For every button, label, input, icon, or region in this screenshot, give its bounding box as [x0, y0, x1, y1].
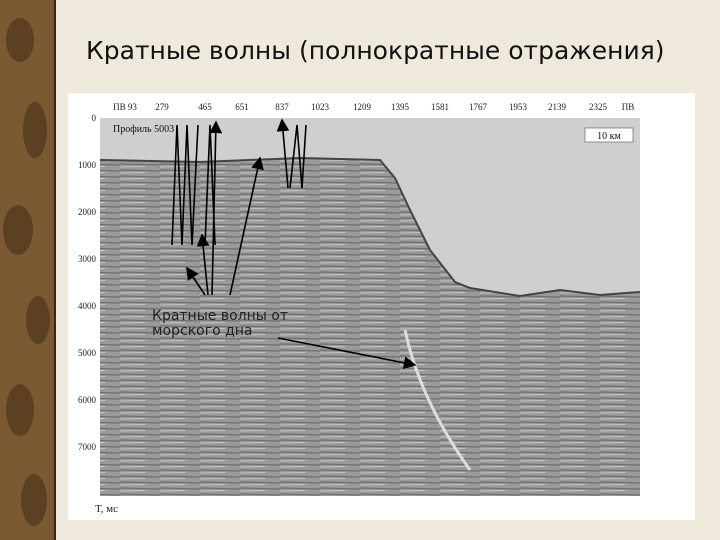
top-label: 465 [198, 102, 212, 112]
top-label: ПВ 93 [113, 102, 137, 112]
top-label: 837 [275, 102, 289, 112]
arrows [171, 118, 417, 370]
top-label: 651 [235, 102, 249, 112]
top-label: ПВ [622, 102, 635, 112]
decor-pattern [3, 18, 50, 526]
top-label: 279 [155, 102, 169, 112]
top-label: 1395 [391, 102, 410, 112]
left-label: 5000 [78, 348, 97, 358]
left-label: 7000 [78, 442, 97, 452]
left-label: 0 [92, 113, 97, 123]
axis-unit: Т, мс [95, 503, 118, 515]
top-label: 2139 [548, 102, 567, 112]
profile-label: Профиль 5003 [113, 124, 174, 135]
scale-label: 10 км [597, 131, 621, 142]
left-label: 1000 [78, 160, 97, 170]
top-label: 1023 [311, 102, 330, 112]
annotation-line1: Кратные волны от [152, 308, 288, 324]
top-label: 1767 [469, 102, 488, 112]
left-label: 6000 [78, 395, 97, 405]
left-label: 4000 [78, 301, 97, 311]
left-label: 3000 [78, 254, 97, 264]
left-label: 2000 [78, 207, 97, 217]
slide-title: Кратные волны (полнократные отражения) [86, 36, 665, 65]
top-label: 2325 [589, 102, 608, 112]
top-label: 1209 [353, 102, 372, 112]
annotation-line2: морского дна [152, 323, 253, 339]
top-label: 1581 [431, 102, 449, 112]
decor-strip [0, 0, 55, 540]
water-layer [100, 118, 640, 296]
top-label: 1953 [509, 102, 528, 112]
